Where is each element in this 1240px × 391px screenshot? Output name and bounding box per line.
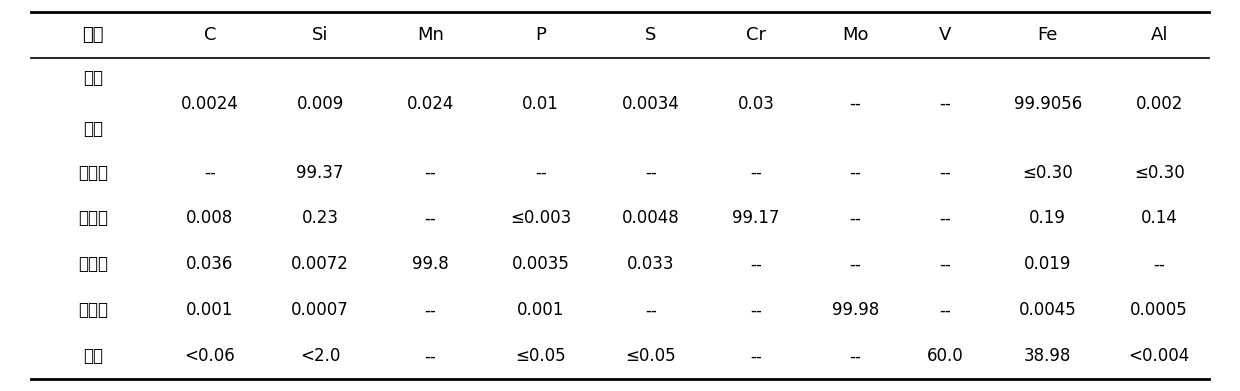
Text: --: -- — [645, 163, 657, 181]
Text: --: -- — [424, 210, 436, 228]
Text: 0.0072: 0.0072 — [291, 255, 348, 273]
Text: --: -- — [849, 255, 862, 273]
Text: ≤0.30: ≤0.30 — [1022, 163, 1073, 181]
Text: --: -- — [849, 163, 862, 181]
Text: 0.0048: 0.0048 — [622, 210, 680, 228]
Text: V: V — [939, 26, 951, 44]
Text: 0.0034: 0.0034 — [622, 95, 680, 113]
Text: 电解锰: 电解锰 — [78, 255, 108, 273]
Text: 纯铁: 纯铁 — [83, 120, 103, 138]
Text: 0.002: 0.002 — [1136, 95, 1183, 113]
Text: --: -- — [849, 210, 862, 228]
Text: 0.024: 0.024 — [407, 95, 454, 113]
Text: --: -- — [750, 255, 761, 273]
Text: <2.0: <2.0 — [300, 347, 340, 365]
Text: 0.008: 0.008 — [186, 210, 233, 228]
Text: --: -- — [645, 301, 657, 319]
Text: Mn: Mn — [417, 26, 444, 44]
Text: 0.0007: 0.0007 — [291, 301, 348, 319]
Text: --: -- — [849, 95, 862, 113]
Text: 工业: 工业 — [83, 69, 103, 87]
Text: 0.001: 0.001 — [186, 301, 233, 319]
Text: Cr: Cr — [745, 26, 766, 44]
Text: 0.036: 0.036 — [186, 255, 233, 273]
Text: --: -- — [1153, 255, 1166, 273]
Text: --: -- — [424, 163, 436, 181]
Text: 99.8: 99.8 — [412, 255, 449, 273]
Text: 0.019: 0.019 — [1024, 255, 1071, 273]
Text: 工业硅: 工业硅 — [78, 163, 108, 181]
Text: ≤0.003: ≤0.003 — [510, 210, 572, 228]
Text: 钒铁: 钒铁 — [83, 347, 103, 365]
Text: 0.23: 0.23 — [301, 210, 339, 228]
Text: --: -- — [534, 163, 547, 181]
Text: 0.0045: 0.0045 — [1019, 301, 1076, 319]
Text: ≤0.05: ≤0.05 — [626, 347, 676, 365]
Text: --: -- — [424, 347, 436, 365]
Text: --: -- — [940, 210, 951, 228]
Text: --: -- — [424, 301, 436, 319]
Text: 金属铬: 金属铬 — [78, 210, 108, 228]
Text: Si: Si — [312, 26, 329, 44]
Text: 合金: 合金 — [82, 26, 104, 44]
Text: Mo: Mo — [842, 26, 868, 44]
Text: 金属钼: 金属钼 — [78, 301, 108, 319]
Text: 0.14: 0.14 — [1141, 210, 1178, 228]
Text: --: -- — [750, 347, 761, 365]
Text: 0.0005: 0.0005 — [1131, 301, 1188, 319]
Text: --: -- — [849, 347, 862, 365]
Text: --: -- — [203, 163, 216, 181]
Text: --: -- — [750, 163, 761, 181]
Text: --: -- — [940, 95, 951, 113]
Text: <0.004: <0.004 — [1128, 347, 1190, 365]
Text: 0.0035: 0.0035 — [512, 255, 569, 273]
Text: 99.9056: 99.9056 — [1013, 95, 1081, 113]
Text: --: -- — [940, 163, 951, 181]
Text: <0.06: <0.06 — [185, 347, 236, 365]
Text: 0.03: 0.03 — [738, 95, 774, 113]
Text: 99.17: 99.17 — [732, 210, 780, 228]
Text: 0.001: 0.001 — [517, 301, 564, 319]
Text: 0.01: 0.01 — [522, 95, 559, 113]
Text: Al: Al — [1151, 26, 1168, 44]
Text: 60.0: 60.0 — [928, 347, 963, 365]
Text: 0.033: 0.033 — [627, 255, 675, 273]
Text: ≤0.30: ≤0.30 — [1133, 163, 1184, 181]
Text: Fe: Fe — [1038, 26, 1058, 44]
Text: --: -- — [750, 301, 761, 319]
Text: --: -- — [940, 255, 951, 273]
Text: 0.009: 0.009 — [296, 95, 343, 113]
Text: 0.19: 0.19 — [1029, 210, 1066, 228]
Text: S: S — [645, 26, 657, 44]
Text: 0.0024: 0.0024 — [181, 95, 239, 113]
Text: 38.98: 38.98 — [1024, 347, 1071, 365]
Text: P: P — [536, 26, 546, 44]
Text: 99.98: 99.98 — [832, 301, 879, 319]
Text: --: -- — [940, 301, 951, 319]
Text: 99.37: 99.37 — [296, 163, 343, 181]
Text: C: C — [203, 26, 216, 44]
Text: ≤0.05: ≤0.05 — [516, 347, 565, 365]
